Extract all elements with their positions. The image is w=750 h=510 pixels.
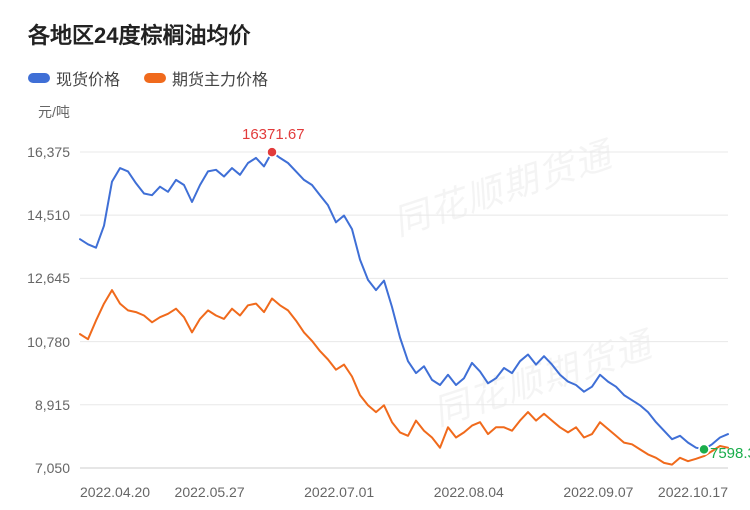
chart-svg — [8, 100, 742, 500]
chart-title: 各地区24度棕榈油均价 — [28, 18, 742, 50]
x-tick-label: 2022.05.27 — [175, 484, 245, 500]
legend-item-futures: 期货主力价格 — [144, 66, 268, 90]
legend: 现货价格 期货主力价格 — [28, 66, 742, 90]
marker-low — [699, 444, 709, 454]
marker-high — [267, 147, 277, 157]
x-tick-label: 2022.10.17 — [658, 484, 728, 500]
x-tick-label: 2022.07.01 — [304, 484, 374, 500]
marker-low-label: 7598.33 — [710, 445, 750, 462]
x-tick-label: 2022.09.07 — [563, 484, 633, 500]
legend-label-futures: 期货主力价格 — [172, 66, 268, 90]
line-futures — [80, 290, 728, 465]
legend-label-spot: 现货价格 — [56, 66, 120, 90]
x-tick-label: 2022.04.20 — [80, 484, 150, 500]
legend-item-spot: 现货价格 — [28, 66, 120, 90]
x-tick-label: 2022.08.04 — [434, 484, 504, 500]
plot-area: 同花顺期货通 同花顺期货通 元/吨 7,0508,91510,78012,645… — [8, 100, 742, 500]
chart-container: 各地区24度棕榈油均价 现货价格 期货主力价格 同花顺期货通 同花顺期货通 元/… — [0, 0, 750, 510]
marker-high-label: 16371.67 — [242, 126, 305, 143]
legend-swatch-futures — [144, 73, 166, 83]
legend-swatch-spot — [28, 73, 50, 83]
